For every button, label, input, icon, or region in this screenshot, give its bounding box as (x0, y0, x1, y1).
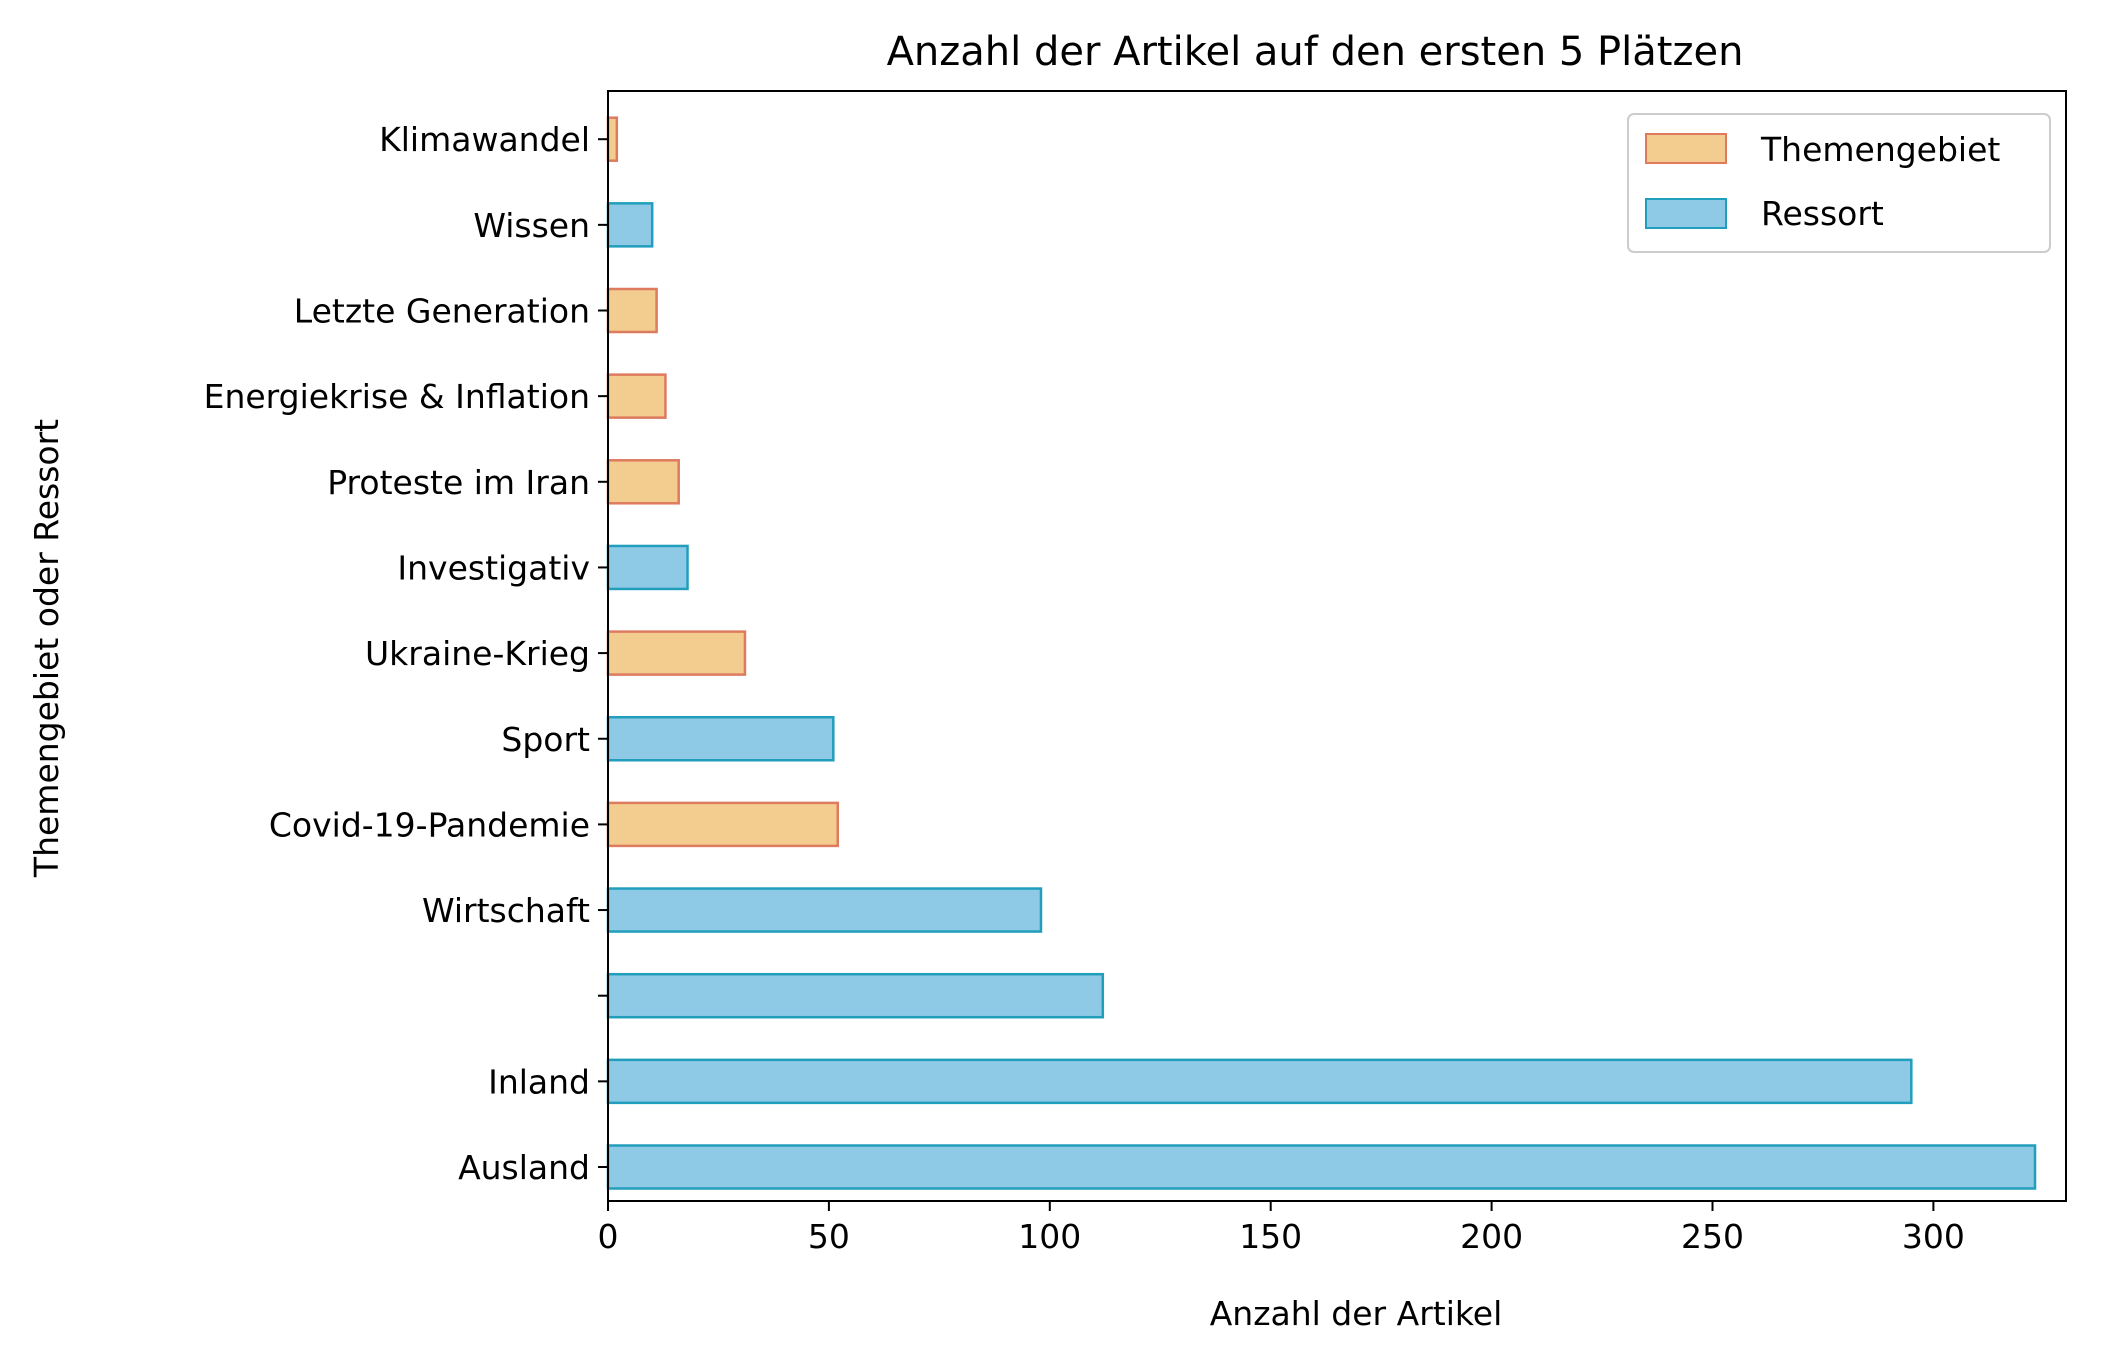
x-tick-label-150: 150 (1239, 1217, 1302, 1256)
bar-proteste-im-iran (606, 459, 680, 505)
bar-wirtschaft (606, 887, 1043, 933)
x-tick-label-250: 250 (1681, 1217, 1744, 1256)
y-tick-label-ausland: Ausland (458, 1148, 590, 1187)
y-tick-label-wissen: Wissen (473, 206, 590, 245)
bar-empty-2 (606, 972, 1105, 1019)
bar-inland (606, 1058, 1913, 1105)
x-tick-label-50: 50 (808, 1217, 850, 1256)
bar-ukraine-krieg (606, 630, 747, 676)
plot-frame (607, 90, 2067, 1202)
y-axis: Ausland Inland Wirtschaft Covid-19-Pandemie… (204, 120, 608, 1187)
legend-label-themengebiet: Themengebiet (1760, 130, 2000, 169)
bars-group (606, 116, 2037, 1190)
y-tick-label-investigativ: Investigativ (397, 548, 590, 587)
bar-covid-19-pandemie (606, 801, 839, 848)
y-tick-label-sport: Sport (501, 720, 590, 759)
x-axis: 0 50 100 150 200 250 300 (598, 1201, 1965, 1256)
x-tick-label-0: 0 (598, 1217, 619, 1256)
bar-wissen (606, 202, 654, 248)
legend-frame (1627, 113, 2051, 253)
y-tick-label-wirtschaft: Wirtschaft (422, 891, 590, 930)
x-tick-label-200: 200 (1460, 1217, 1523, 1256)
y-tick-label-ukraine-krieg: Ukraine-Krieg (365, 634, 590, 673)
y-axis-label: Themengebiet oder Ressort (27, 419, 66, 878)
bar-sport (606, 716, 835, 762)
y-tick-label-covid-19-pandemie: Covid-19-Pandemie (269, 805, 590, 844)
y-tick-label-inland: Inland (488, 1062, 590, 1101)
bar-investigativ (606, 544, 689, 591)
y-tick-label-proteste-im-iran: Proteste im Iran (327, 463, 590, 502)
legend-swatch-themengebiet (1645, 133, 1727, 164)
y-tick-label-klimawandel: Klimawandel (379, 120, 590, 159)
y-tick-label-letzte-generation: Letzte Generation (294, 292, 590, 331)
x-tick-label-300: 300 (1902, 1217, 1965, 1256)
x-axis-label: Anzahl der Artikel (1210, 1294, 1503, 1333)
bar-energiekrise-inflation (606, 373, 667, 419)
y-tick-label-energiekrise-inflation: Energiekrise & Inflation (204, 377, 590, 416)
bar-letzte-generation (606, 287, 658, 334)
legend-label-ressort: Ressort (1761, 194, 1884, 233)
chart-title: Anzahl der Artikel auf den ersten 5 Plät… (887, 29, 1744, 75)
legend-swatch-ressort (1645, 198, 1727, 229)
legend: Themengebiet Ressort (1627, 113, 2051, 253)
bar-ausland (606, 1144, 2037, 1190)
x-tick-label-100: 100 (1018, 1217, 1081, 1256)
bar-klimawandel (606, 116, 619, 162)
